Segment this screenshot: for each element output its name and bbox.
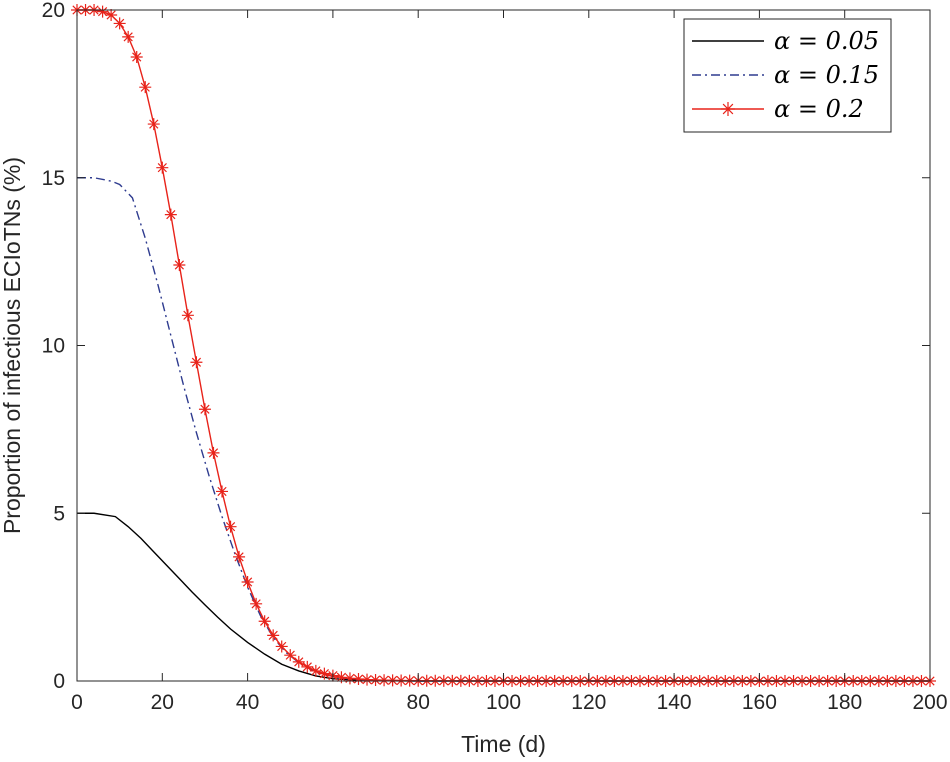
data-point-marker [233, 550, 246, 563]
data-point-marker [113, 17, 126, 30]
data-point-marker [335, 671, 348, 684]
x-tick-label: 200 [912, 691, 947, 714]
data-point-marker [343, 672, 356, 685]
data-point-marker [378, 674, 391, 687]
data-point-marker [105, 9, 118, 22]
data-point-marker [139, 81, 152, 94]
legend-label: α = 0.2 [774, 95, 864, 123]
x-tick-label: 140 [657, 691, 692, 714]
x-tick-label: 0 [71, 691, 83, 714]
legend: α = 0.05 α = 0.15 α = 0.2 [683, 18, 892, 133]
data-point-marker [301, 660, 314, 673]
data-point-marker [352, 672, 365, 685]
data-point-marker [284, 649, 297, 662]
x-tick-label: 80 [407, 691, 430, 714]
y-tick-label: 20 [42, 0, 65, 22]
x-tick-label: 180 [827, 691, 862, 714]
axes-layer: 0 20 40 60 80 100 120 140 160 180 200 0 5 10 15 20 [42, 0, 948, 714]
data-point-marker [190, 356, 203, 369]
data-point-marker [386, 674, 399, 687]
y-tick-label: 15 [42, 167, 65, 190]
data-point-marker [275, 640, 288, 653]
legend-entry-1: α = 0.05 [692, 27, 879, 55]
x-tick-label: 100 [486, 691, 521, 714]
legend-label: α = 0.15 [774, 61, 879, 89]
data-point-marker [250, 597, 263, 610]
data-point-marker [258, 615, 271, 628]
y-tick-label: 0 [53, 670, 65, 693]
x-tick-label: 40 [236, 691, 259, 714]
data-point-marker [147, 118, 160, 131]
data-point-marker [173, 258, 186, 271]
data-point-marker [361, 673, 374, 686]
x-axis-label: Time (d) [461, 731, 546, 757]
data-point-marker [130, 50, 143, 63]
legend-label: α = 0.05 [774, 27, 879, 55]
data-point-marker [96, 5, 109, 18]
data-point-marker [369, 673, 382, 686]
y-tick-label: 5 [53, 502, 65, 525]
x-tick-label: 160 [742, 691, 777, 714]
data-point-marker [122, 30, 135, 43]
data-point-marker [241, 576, 254, 589]
y-tick-label: 10 [42, 335, 65, 358]
data-point-marker [292, 655, 305, 668]
y-axis-label: Proportion of infectious ECIoTNs (%) [0, 157, 25, 534]
data-point-marker [216, 485, 229, 498]
legend-marker-swatch [721, 102, 735, 116]
data-point-marker [309, 664, 322, 677]
data-point-marker [267, 629, 280, 642]
data-point-marker [164, 208, 177, 221]
data-point-marker [156, 161, 169, 174]
data-point-marker [198, 403, 211, 416]
data-point-marker [181, 309, 194, 322]
x-tick-label: 20 [151, 691, 174, 714]
x-tick-label: 60 [321, 691, 344, 714]
legend-entry-3: α = 0.2 [692, 95, 864, 123]
data-point-marker [224, 520, 237, 533]
data-point-marker [318, 667, 331, 680]
data-point-marker [207, 446, 220, 459]
legend-entry-2: α = 0.15 [692, 61, 879, 89]
x-tick-label: 120 [571, 691, 606, 714]
